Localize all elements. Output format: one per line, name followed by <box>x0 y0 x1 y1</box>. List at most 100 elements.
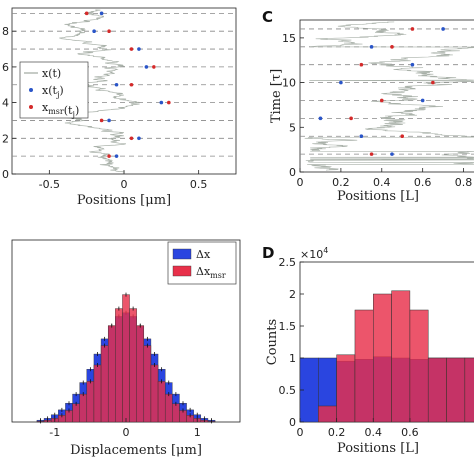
panel-b-bar-s1-11 <box>115 308 123 423</box>
panel-d-bar-s1-9 <box>464 357 474 423</box>
panel-b-bar-s1-15 <box>143 345 152 423</box>
panel-a-x-tick-label-0: -0.5 <box>39 178 60 191</box>
panel-b-x-axis-label: Displacements [μm] <box>70 443 202 458</box>
panel-a-blue-point-3 <box>159 100 164 105</box>
panel-c-blue-point-7 <box>441 27 445 31</box>
panel-c-red-point-5 <box>359 62 364 67</box>
panel-b-bar-s1-19 <box>172 403 180 423</box>
panel-d-bar-s1-3 <box>354 309 374 423</box>
panel-a-blue-point-0 <box>114 154 119 158</box>
panel-b-bar-s1-7 <box>86 381 95 423</box>
panel-a-blue-point-8 <box>99 11 104 16</box>
panel-c-blue-point-5 <box>410 62 415 67</box>
panel-a-legend-swatch-1 <box>29 88 33 92</box>
panel-c-x-tick-label-2: 0.4 <box>373 176 391 189</box>
panel-c-x-tick-label-3: 0.6 <box>414 176 432 189</box>
panel-label-c: C <box>262 8 273 26</box>
panel-d-bar-s1-4 <box>373 293 392 423</box>
panel-b-bar-s1-17 <box>157 381 166 423</box>
panel-a-y-tick-label-2: 4 <box>2 97 9 110</box>
panel-b-bar-s1-12 <box>122 294 130 423</box>
panel-c-red-point-3 <box>379 98 384 103</box>
panel-d-y-tick-label-2: 1 <box>289 352 296 365</box>
panel-a-blue-point-2 <box>107 118 111 123</box>
panel-d-y-multiplier: ×104 <box>300 246 328 261</box>
panel-b-bar-s1-16 <box>150 364 159 423</box>
panel-a-trajectory: -0.5 0 0.5 0 2 4 6 8 Positions [μm] x(t) x(tj) xmsr… <box>2 7 237 208</box>
panel-a-red-point-5 <box>152 65 156 69</box>
panel-d-bar-s1-1 <box>318 405 337 423</box>
panel-d-x-axis-label: Positions [L] <box>337 441 419 456</box>
panel-c-x-tick-label-4: 0.8 <box>455 176 473 189</box>
panel-d-bar-s1-7 <box>427 357 447 423</box>
panel-a-legend: x(t) x(tj) xmsr(tj) <box>19 61 89 119</box>
panel-d-bar-s1-6 <box>409 309 429 423</box>
panel-c-red-point-7 <box>410 27 415 31</box>
panel-c-axes-box <box>299 19 474 173</box>
panel-a-red-point-4 <box>129 82 134 87</box>
panel-c-y-tick-label-0: 0 <box>289 166 296 179</box>
panel-c-x-axis-label: Positions [L] <box>337 189 419 204</box>
panel-b-legend-swatch-0 <box>172 248 192 260</box>
panel-d-y-tick-label-4: 2 <box>289 288 296 301</box>
panel-a-x-tick-label-2: 0.5 <box>190 178 208 191</box>
panel-c-trajectory: 0 0.2 0.4 0.6 0.8 0 5 10 15 Positions [L] Time [τ] <box>269 19 474 204</box>
panel-c-blue-point-4 <box>339 80 343 85</box>
panel-b-bar-s1-10 <box>107 325 116 423</box>
panel-a-x-axis-label: Positions [μm] <box>77 193 171 208</box>
panel-b-bar-s1-14 <box>136 325 145 423</box>
panel-c-y-tick-label-3: 15 <box>282 32 296 45</box>
panel-c-red-point-0 <box>369 152 374 156</box>
panel-c-blue-point-0 <box>390 152 394 156</box>
panel-d-x-tick-label-0: 0 <box>297 426 304 439</box>
panel-a-red-point-7 <box>107 29 111 34</box>
panel-c-blue-point-6 <box>369 45 374 49</box>
panel-d-bar-s1-8 <box>446 357 466 423</box>
panel-a-y-tick-label-4: 8 <box>2 25 9 38</box>
panel-d-y-tick-label-0: 0 <box>289 416 296 429</box>
panel-a-red-point-1 <box>129 136 134 141</box>
panel-a-blue-point-6 <box>137 47 141 51</box>
panel-a-red-point-8 <box>84 11 89 16</box>
panel-a-red-point-3 <box>167 100 171 105</box>
panel-b-x-tick-label-2: 1 <box>194 426 201 439</box>
panel-a-blue-point-7 <box>92 29 96 34</box>
panel-d-y-tick-label-5: 2.5 <box>279 256 297 269</box>
panel-b-legend-swatch-1 <box>172 265 192 277</box>
panel-c-red-point-6 <box>390 45 394 49</box>
panel-a-legend-label-2: xmsr(tj) <box>42 101 79 119</box>
panel-d-bar-s1-2 <box>336 354 356 423</box>
panel-c-blue-point-2 <box>318 116 323 121</box>
panel-a-blue-point-1 <box>137 136 141 141</box>
panel-d-histogram: 0 0.2 0.4 0.6 0 0.5 1 1.5 2 2.5×104 Positions [L] C… <box>265 246 474 456</box>
panel-a-x-tick-label-1: 0 <box>121 178 128 191</box>
panel-c-red-point-2 <box>349 116 353 121</box>
panel-c-trajectory-trace <box>304 21 474 171</box>
panel-label-d: D <box>262 244 274 262</box>
panel-c-blue-point-3 <box>420 98 425 103</box>
panel-b-legend-label-0: Δx <box>196 248 211 261</box>
panel-a-legend-label-0: x(t) <box>42 67 61 80</box>
panel-a-y-tick-label-3: 6 <box>2 61 9 74</box>
panel-b-bar-s1-9 <box>100 345 109 423</box>
panel-d-x-tick-label-1: 0.2 <box>328 426 346 439</box>
panel-a-y-tick-label-1: 2 <box>2 132 9 145</box>
panel-a-legend-swatch-2 <box>29 105 33 109</box>
panel-b-bar-s1-8 <box>93 364 102 423</box>
panel-b-bar-s1-5 <box>72 403 80 423</box>
panel-a-legend-label-1: x(tj) <box>42 84 64 99</box>
panel-b-histogram: -1 0 1 Displacements [μm] Δx Δxmsr <box>11 239 241 458</box>
panel-c-red-point-4 <box>431 80 435 85</box>
panel-c-y-tick-label-1: 5 <box>289 121 296 134</box>
panel-c-blue-point-1 <box>359 134 364 139</box>
panel-d-bar-s1-5 <box>391 290 411 423</box>
panel-d-y-tick-label-1: 0.5 <box>279 384 297 397</box>
panel-a-trajectory-trace <box>59 9 140 173</box>
panel-c-red-point-1 <box>400 134 405 139</box>
panel-a-blue-point-5 <box>144 65 149 69</box>
panel-d-y-tick-label-3: 1.5 <box>279 320 297 333</box>
panel-a-y-tick-label-0: 0 <box>2 168 9 181</box>
panel-a-red-point-6 <box>129 47 134 51</box>
panel-a-red-point-2 <box>99 118 104 123</box>
